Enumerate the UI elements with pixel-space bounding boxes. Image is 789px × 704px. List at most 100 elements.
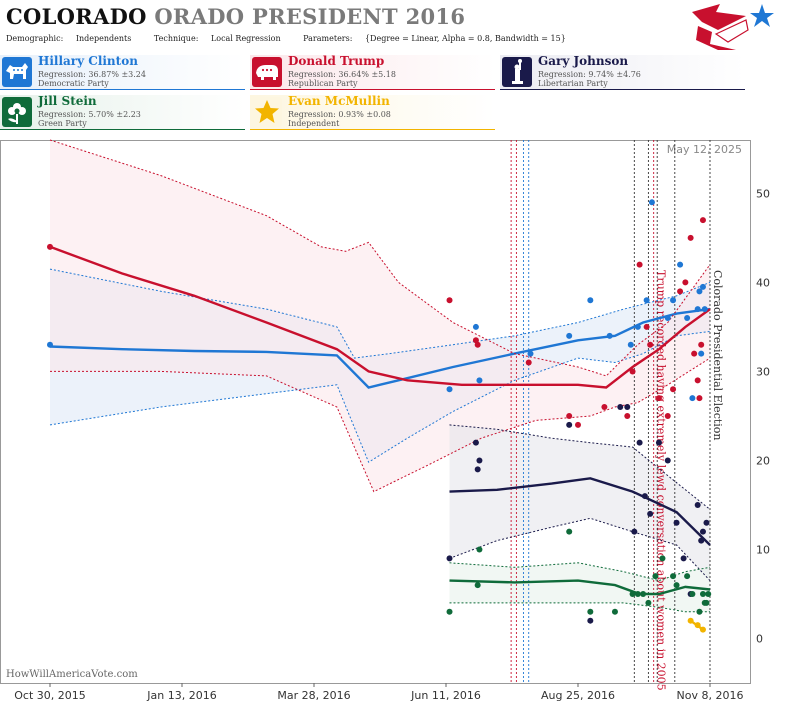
poll-point — [687, 617, 694, 624]
poll-point — [694, 622, 701, 629]
poll-point — [647, 341, 654, 348]
poll-point — [696, 395, 703, 402]
poll-point — [696, 608, 703, 615]
poll-point — [474, 466, 481, 473]
candidate-regression: Regression: 5.70% ±2.23 — [38, 110, 141, 119]
poll-point — [694, 501, 701, 508]
lower-bound-line — [449, 602, 710, 613]
poll-point — [701, 306, 708, 313]
poll-point — [476, 546, 483, 553]
poll-point — [652, 573, 659, 580]
poll-point — [47, 341, 53, 348]
candidate-name: Evan McMullin — [288, 94, 390, 108]
poll-point — [474, 341, 481, 348]
poll-point — [476, 377, 483, 384]
poll-point — [698, 350, 705, 357]
poll-point — [472, 439, 479, 446]
poll-point — [525, 359, 532, 366]
poll-point — [629, 590, 636, 597]
upper-bound-line — [49, 139, 711, 377]
title-rest: ORADO PRESIDENT 2016 — [154, 4, 466, 29]
x-tick-label: Oct 30, 2015 — [14, 689, 86, 702]
y-tick-label: 30 — [756, 365, 770, 378]
y-tick-label: 10 — [756, 543, 770, 556]
poll-point — [640, 590, 647, 597]
poll-point — [566, 421, 573, 428]
poll-point — [587, 608, 594, 615]
lower-bound-line — [449, 517, 711, 581]
parameter-line: Demographic: Independents Technique: Loc… — [6, 34, 586, 43]
poll-point — [703, 519, 710, 526]
candidate-party: Republican Party — [288, 79, 358, 88]
regression-line — [49, 245, 711, 389]
poll-point — [699, 283, 706, 290]
poll-point — [617, 404, 624, 411]
poll-point — [699, 626, 706, 633]
page-title: COLORADO ORADO PRESIDENT 2016 — [6, 4, 465, 29]
chart-date-label: May 12, 2025 — [667, 143, 742, 156]
y-tick-label: 0 — [756, 632, 763, 645]
lower-bound-line — [50, 357, 711, 493]
poll-point — [472, 323, 479, 330]
poll-point — [691, 350, 698, 357]
poll-point — [627, 341, 634, 348]
poll-point — [643, 323, 650, 330]
candidate-name: Hillary Clinton — [38, 54, 138, 68]
parameters-value: {Degree = Linear, Alpha = 0.8, Bandwidth… — [364, 34, 566, 43]
poll-point — [659, 555, 666, 562]
elephant-icon — [252, 57, 282, 87]
upper-bound-line — [49, 268, 711, 359]
candidate-name: Gary Johnson — [538, 54, 629, 68]
plot-frame — [0, 140, 751, 684]
site-footer: HowWillAmericaVote.com — [6, 669, 138, 680]
poll-point — [655, 395, 662, 402]
site-logo-icon — [692, 4, 774, 50]
candidate-party: Independent — [288, 119, 340, 128]
poll-point — [624, 404, 631, 411]
poll-point — [687, 234, 694, 241]
poll-point — [670, 573, 677, 580]
poll-point — [634, 590, 641, 597]
candidate-name: Donald Trump — [288, 54, 385, 68]
poll-point — [587, 617, 594, 624]
demographic-label: Demographic: — [6, 34, 64, 43]
parameters-label: Parameters: — [303, 34, 353, 43]
poll-point — [474, 582, 481, 589]
event-label: Trump recorded having extremely lewd con… — [655, 270, 668, 691]
candidate-party: Green Party — [38, 119, 87, 128]
poll-point — [677, 261, 684, 268]
candidate-regression: Regression: 0.93% ±0.08 — [288, 110, 391, 119]
poll-point — [648, 199, 655, 206]
candidate-card-stein: Jill Stein Regression: 5.70% ±2.23 Green… — [0, 95, 245, 130]
upper-bound-line — [449, 424, 711, 510]
confidence-band — [449, 424, 710, 581]
poll-point — [699, 528, 706, 535]
poll-point — [677, 288, 684, 295]
poll-point — [703, 599, 710, 606]
upper-bound-line — [449, 562, 711, 582]
poll-point — [673, 582, 680, 589]
candidate-card-trump: Donald Trump Regression: 36.64% ±5.18 Re… — [250, 55, 495, 90]
poll-point — [446, 386, 453, 393]
statue-of-liberty-icon — [502, 57, 532, 87]
candidate-party: Libertarian Party — [538, 79, 608, 88]
x-tick-label: Aug 25, 2016 — [541, 689, 615, 702]
candidate-party: Democratic Party — [38, 79, 109, 88]
poll-point — [699, 217, 706, 224]
poll-point — [629, 368, 636, 375]
flower-icon — [2, 97, 32, 127]
candidate-name: Jill Stein — [38, 94, 97, 108]
poll-point — [566, 528, 573, 535]
poll-point — [705, 590, 712, 597]
poll-point — [606, 332, 613, 339]
confidence-band — [50, 140, 710, 492]
x-tick-label: Nov 8, 2016 — [677, 689, 744, 702]
regression-chart: 0 10 20 30 40 50 Oct 30, 2015 Jan 13, 2016 Mar 2… — [0, 139, 770, 702]
poll-point — [634, 323, 641, 330]
poll-point — [689, 590, 696, 597]
y-tick-label: 50 — [756, 187, 770, 200]
technique-label: Technique: — [153, 34, 199, 43]
poll-point — [664, 457, 671, 464]
poll-point — [446, 608, 453, 615]
poll-point — [673, 519, 680, 526]
